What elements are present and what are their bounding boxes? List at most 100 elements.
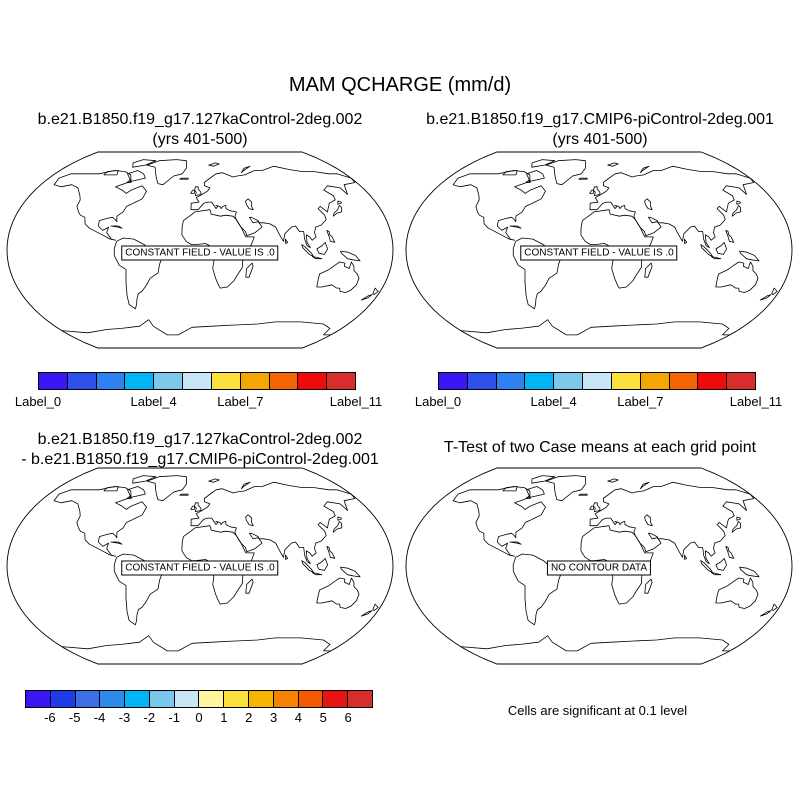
coastline-africa bbox=[580, 525, 654, 605]
coastline-uk bbox=[593, 502, 601, 512]
colorbar-box bbox=[125, 691, 150, 707]
panel-1-overlay-label: CONSTANT FIELD - VALUE IS .0 bbox=[121, 245, 279, 261]
coastline-antarctica bbox=[61, 635, 331, 652]
coastline-new-guinea bbox=[340, 566, 361, 578]
panel-1-title-line2: (yrs 401-500) bbox=[152, 131, 248, 148]
coastline-hudson-islands bbox=[126, 495, 132, 499]
panel-3-map bbox=[6, 467, 394, 665]
colorbar-box bbox=[174, 691, 200, 707]
coastline-australia bbox=[316, 261, 360, 293]
colorbar-label: 0 bbox=[195, 710, 203, 725]
colorbar-box bbox=[269, 373, 299, 389]
panel-2-title-line2: (yrs 401-500) bbox=[552, 131, 648, 148]
colorbar-box bbox=[183, 373, 212, 389]
coastline-philippines bbox=[725, 230, 735, 243]
colorbar-label: Label_0 bbox=[14, 394, 62, 409]
colorbar-box bbox=[611, 373, 641, 389]
colorbar-label: 6 bbox=[344, 710, 352, 725]
colorbar-box bbox=[67, 373, 97, 389]
coastline-novaya-zemlya bbox=[640, 165, 650, 174]
coastline-japan bbox=[731, 521, 742, 533]
coastline-philippines bbox=[725, 546, 735, 559]
coastline-java bbox=[711, 572, 722, 576]
colorbar-box bbox=[554, 373, 584, 389]
colorbar-box bbox=[327, 373, 355, 389]
coastline-caspian bbox=[644, 198, 653, 211]
colorbar-box bbox=[323, 691, 349, 707]
coastline-sri-lanka bbox=[684, 238, 688, 244]
coastline-novaya-zemlya bbox=[241, 481, 251, 490]
coastline-java bbox=[312, 256, 323, 260]
coastline-sri-lanka bbox=[285, 554, 289, 560]
significance-note: Cells are significant at 0.1 level bbox=[507, 703, 688, 718]
colorbar-label: -6 bbox=[44, 710, 56, 725]
colorbar-box bbox=[125, 373, 155, 389]
coastline-borneo bbox=[316, 242, 328, 255]
coastline-madagascar bbox=[245, 262, 254, 278]
colorbar-box bbox=[273, 691, 299, 707]
colorbar-box bbox=[348, 691, 372, 707]
colorbar-box bbox=[50, 691, 76, 707]
coastline-greenland bbox=[146, 475, 187, 502]
coastline-uk bbox=[194, 186, 202, 196]
panel-1-map bbox=[6, 151, 394, 349]
coastline-borneo bbox=[316, 558, 328, 571]
panel-3-title-line2: - b.e21.B1850.f19_g17.CMIP6-piControl-2d… bbox=[21, 451, 379, 468]
colorbar-box bbox=[669, 373, 699, 389]
coastline-svalbard bbox=[208, 162, 220, 167]
coastline-greenland bbox=[545, 159, 586, 186]
panel-2-map bbox=[405, 151, 793, 349]
coastline-java bbox=[711, 256, 722, 260]
colorbar-box bbox=[75, 691, 101, 707]
coastline-new-guinea bbox=[739, 250, 760, 262]
colorbar-label: -3 bbox=[118, 710, 131, 725]
coastline-cuba bbox=[110, 541, 123, 545]
coastline-baffin bbox=[526, 170, 545, 182]
coastline-caspian bbox=[245, 514, 254, 527]
colorbar-label: Label_7 bbox=[617, 394, 664, 409]
panel-3-title: b.e21.B1850.f19_g17.127kaControl-2deg.00… bbox=[0, 430, 400, 470]
coastline-philippines bbox=[326, 546, 336, 559]
colorbar-box bbox=[640, 373, 670, 389]
panel-3-overlay-label: CONSTANT FIELD - VALUE IS .0 bbox=[121, 560, 279, 576]
coastline-cuba bbox=[110, 225, 123, 229]
panel-1-title-line1: b.e21.B1850.f19_g17.127kaControl-2deg.00… bbox=[37, 111, 363, 128]
coastline-africa bbox=[580, 209, 654, 289]
colorbar-case-2: Label_0 Label_4 Label_7 Label_11 bbox=[415, 372, 782, 412]
coastline-new-zealand-south bbox=[360, 610, 373, 617]
colorbar-box bbox=[698, 373, 728, 389]
colorbar-box bbox=[583, 373, 612, 389]
coastline-japan bbox=[731, 205, 742, 217]
colorbar-box bbox=[149, 691, 175, 707]
panel-3-title-line1: b.e21.B1850.f19_g17.127kaControl-2deg.00… bbox=[37, 431, 363, 448]
coastline-eurasia bbox=[190, 481, 356, 565]
colorbar-label: Label_11 bbox=[329, 394, 383, 409]
colorbar-diff: -6 -5 -4 -3 -2 -1 0 1 2 3 4 5 6 bbox=[25, 690, 373, 730]
colorbar-label: Label_11 bbox=[729, 394, 783, 409]
coastline-philippines bbox=[326, 230, 336, 243]
coastline-iceland bbox=[179, 493, 189, 496]
coastline-africa bbox=[181, 209, 255, 289]
map-outline bbox=[6, 467, 394, 665]
coastline-antarctica bbox=[61, 319, 331, 336]
coastline-north-america bbox=[53, 486, 147, 557]
coastline-eurasia bbox=[589, 165, 755, 249]
coastline-baffin bbox=[127, 170, 146, 182]
coastline-japan bbox=[332, 521, 343, 533]
coastline-new-zealand-north bbox=[372, 603, 379, 611]
coastline-iceland bbox=[179, 177, 189, 180]
colorbar-case-1-boxes bbox=[38, 372, 356, 390]
coastline-eurasia bbox=[589, 481, 755, 565]
coastline-africa bbox=[181, 525, 255, 605]
coastline-hokkaido bbox=[337, 516, 342, 521]
coastline-caspian bbox=[245, 198, 254, 211]
coastline-hokkaido bbox=[337, 200, 342, 205]
colorbar-box bbox=[100, 691, 126, 707]
coastline-victoria-island bbox=[103, 486, 119, 492]
coastline-borneo bbox=[715, 242, 727, 255]
colorbar-box bbox=[249, 691, 274, 707]
world-map-2 bbox=[405, 151, 793, 349]
colorbar-label: 1 bbox=[220, 710, 228, 725]
coastline-north-america bbox=[53, 170, 147, 241]
colorbar-label: Label_4 bbox=[530, 394, 577, 409]
